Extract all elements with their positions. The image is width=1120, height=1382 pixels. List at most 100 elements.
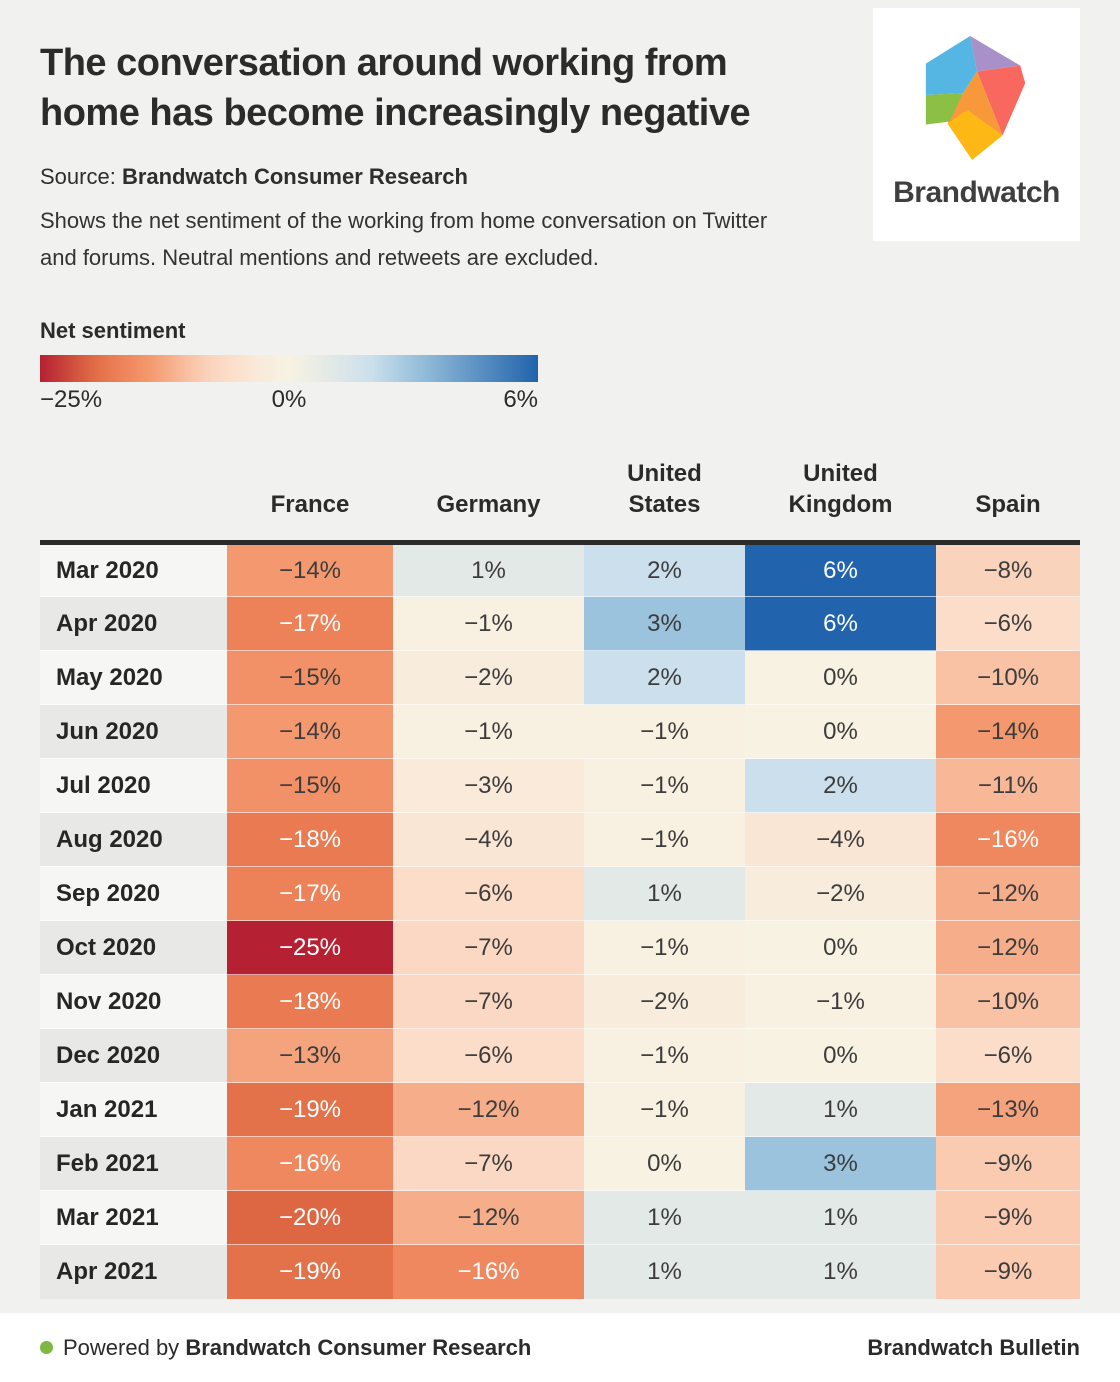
- table-row: Apr 2020 −17% −1% 3% 6% −6%: [40, 596, 1080, 651]
- powered-name: Brandwatch Consumer Research: [185, 1334, 532, 1360]
- heatmap-cell: −19%: [227, 1082, 393, 1137]
- heatmap-cell: −13%: [936, 1082, 1080, 1137]
- heatmap-cell: 1%: [745, 1244, 936, 1299]
- row-label: Mar 2020: [40, 542, 227, 597]
- heatmap-cell: −2%: [745, 866, 936, 921]
- title-line-1: The conversation around working from: [40, 42, 728, 84]
- heatmap-cell: −3%: [393, 758, 584, 813]
- source-name: Brandwatch Consumer Research: [121, 164, 468, 189]
- heatmap-cell: −7%: [393, 920, 584, 975]
- table-row: Aug 2020 −18% −4% −1% −4% −16%: [40, 812, 1080, 867]
- table-row: May 2020 −15% −2% 2% 0% −10%: [40, 650, 1080, 705]
- scale-min-label: −25%: [40, 386, 103, 413]
- heatmap-cell: 0%: [745, 704, 936, 759]
- brandwatch-wordmark: Brandwatch: [893, 176, 1060, 209]
- row-label: May 2020: [40, 650, 227, 705]
- heatmap-cell: −6%: [936, 1028, 1080, 1083]
- heatmap-cell: 1%: [584, 1244, 745, 1299]
- heatmap-cell: −15%: [227, 758, 393, 813]
- column-header-france: France: [227, 458, 393, 545]
- heatmap-cell: 2%: [584, 542, 745, 597]
- heatmap-cell: −1%: [393, 704, 584, 759]
- row-label: Jul 2020: [40, 758, 227, 813]
- row-label: Dec 2020: [40, 1028, 227, 1083]
- heatmap-cell: −6%: [393, 1028, 584, 1083]
- column-header-united-kingdom: United Kingdom: [745, 458, 936, 545]
- heatmap-cell: −9%: [936, 1244, 1080, 1299]
- scale-max-label: 6%: [503, 386, 538, 413]
- corner-cell: [40, 458, 227, 545]
- heatmap-cell: 3%: [745, 1136, 936, 1191]
- heatmap-cell: −1%: [584, 704, 745, 759]
- heatmap-cell: −16%: [227, 1136, 393, 1191]
- description-line-2: and forums. Neutral mentions and retweet…: [40, 245, 599, 270]
- heatmap-cell: 0%: [745, 1028, 936, 1083]
- table-row: Nov 2020 −18% −7% −2% −1% −10%: [40, 974, 1080, 1029]
- heatmap-cell: −12%: [936, 920, 1080, 975]
- table-row: Mar 2020 −14% 1% 2% 6% −8%: [40, 542, 1080, 597]
- heatmap-cell: 6%: [745, 596, 936, 651]
- heatmap-cell: −4%: [745, 812, 936, 867]
- table-row: Dec 2020 −13% −6% −1% 0% −6%: [40, 1028, 1080, 1083]
- row-label: Jun 2020: [40, 704, 227, 759]
- table-row: Oct 2020 −25% −7% −1% 0% −12%: [40, 920, 1080, 975]
- footer-bar: Powered by Brandwatch Consumer Research …: [0, 1313, 1120, 1382]
- heatmap-cell: −2%: [393, 650, 584, 705]
- row-label: Jan 2021: [40, 1082, 227, 1137]
- heatmap-cell: −18%: [227, 812, 393, 867]
- description-line-1: Shows the net sentiment of the working f…: [40, 208, 768, 233]
- row-label: Feb 2021: [40, 1136, 227, 1191]
- heatmap-cell: −2%: [584, 974, 745, 1029]
- column-header-united-states: United States: [584, 458, 745, 545]
- table-row: Jun 2020 −14% −1% −1% 0% −14%: [40, 704, 1080, 759]
- heatmap-cell: 2%: [584, 650, 745, 705]
- heatmap-cell: −16%: [393, 1244, 584, 1299]
- table-body: Mar 2020 −14% 1% 2% 6% −8% Apr 2020 −17% −1% 3% 6%…: [40, 542, 1080, 1299]
- heatmap-cell: 1%: [393, 542, 584, 597]
- table-row: Jan 2021 −19% −12% −1% 1% −13%: [40, 1082, 1080, 1137]
- source-line: Source: Brandwatch Consumer Research: [40, 164, 1080, 190]
- green-dot-icon: [40, 1341, 53, 1354]
- sentiment-heatmap-table: France Germany United States United Kingdom Sp…: [40, 458, 1080, 1299]
- row-label: Apr 2021: [40, 1244, 227, 1299]
- row-label: Aug 2020: [40, 812, 227, 867]
- heatmap-cell: −1%: [584, 812, 745, 867]
- color-scale-bar: [40, 355, 538, 382]
- heatmap-cell: −13%: [227, 1028, 393, 1083]
- brandwatch-gem-icon: [925, 36, 1025, 160]
- footer-bulletin-label: Brandwatch Bulletin: [867, 1334, 1080, 1360]
- legend-title: Net sentiment: [40, 318, 186, 343]
- color-scale-labels: −25% 0% 6%: [40, 386, 538, 420]
- heatmap-cell: 0%: [745, 650, 936, 705]
- heatmap-cell: −1%: [393, 596, 584, 651]
- source-prefix: Source:: [40, 164, 122, 189]
- chart-description: Shows the net sentiment of the working f…: [40, 202, 865, 276]
- table-header-row: France Germany United States United Kingdom Sp…: [40, 458, 1080, 545]
- heatmap-cell: −4%: [393, 812, 584, 867]
- heatmap-cell: 1%: [745, 1190, 936, 1245]
- heatmap-cell: 0%: [584, 1136, 745, 1191]
- row-label: Apr 2020: [40, 596, 227, 651]
- heatmap-cell: −17%: [227, 596, 393, 651]
- heatmap-cell: −8%: [936, 542, 1080, 597]
- brandwatch-logo-card: Brandwatch: [873, 8, 1080, 241]
- heatmap-cell: −12%: [936, 866, 1080, 921]
- title-line-2: home has become increasingly negative: [40, 92, 751, 134]
- heatmap-cell: −9%: [936, 1190, 1080, 1245]
- heatmap-cell: −15%: [227, 650, 393, 705]
- heatmap-cell: −1%: [584, 1028, 745, 1083]
- powered-prefix: Powered by: [63, 1334, 180, 1360]
- heatmap-cell: −25%: [227, 920, 393, 975]
- heatmap-cell: −7%: [393, 974, 584, 1029]
- footer-powered-by: Powered by Brandwatch Consumer Research: [40, 1335, 531, 1361]
- table-row: Sep 2020 −17% −6% 1% −2% −12%: [40, 866, 1080, 921]
- heatmap-cell: 0%: [745, 920, 936, 975]
- heatmap-cell: −1%: [584, 920, 745, 975]
- heatmap-cell: 3%: [584, 596, 745, 651]
- heatmap-cell: 1%: [584, 866, 745, 921]
- page-title: The conversation around working from hom…: [40, 38, 865, 138]
- heatmap-cell: −14%: [227, 542, 393, 597]
- column-header-spain: Spain: [936, 458, 1080, 545]
- column-header-germany: Germany: [393, 458, 584, 545]
